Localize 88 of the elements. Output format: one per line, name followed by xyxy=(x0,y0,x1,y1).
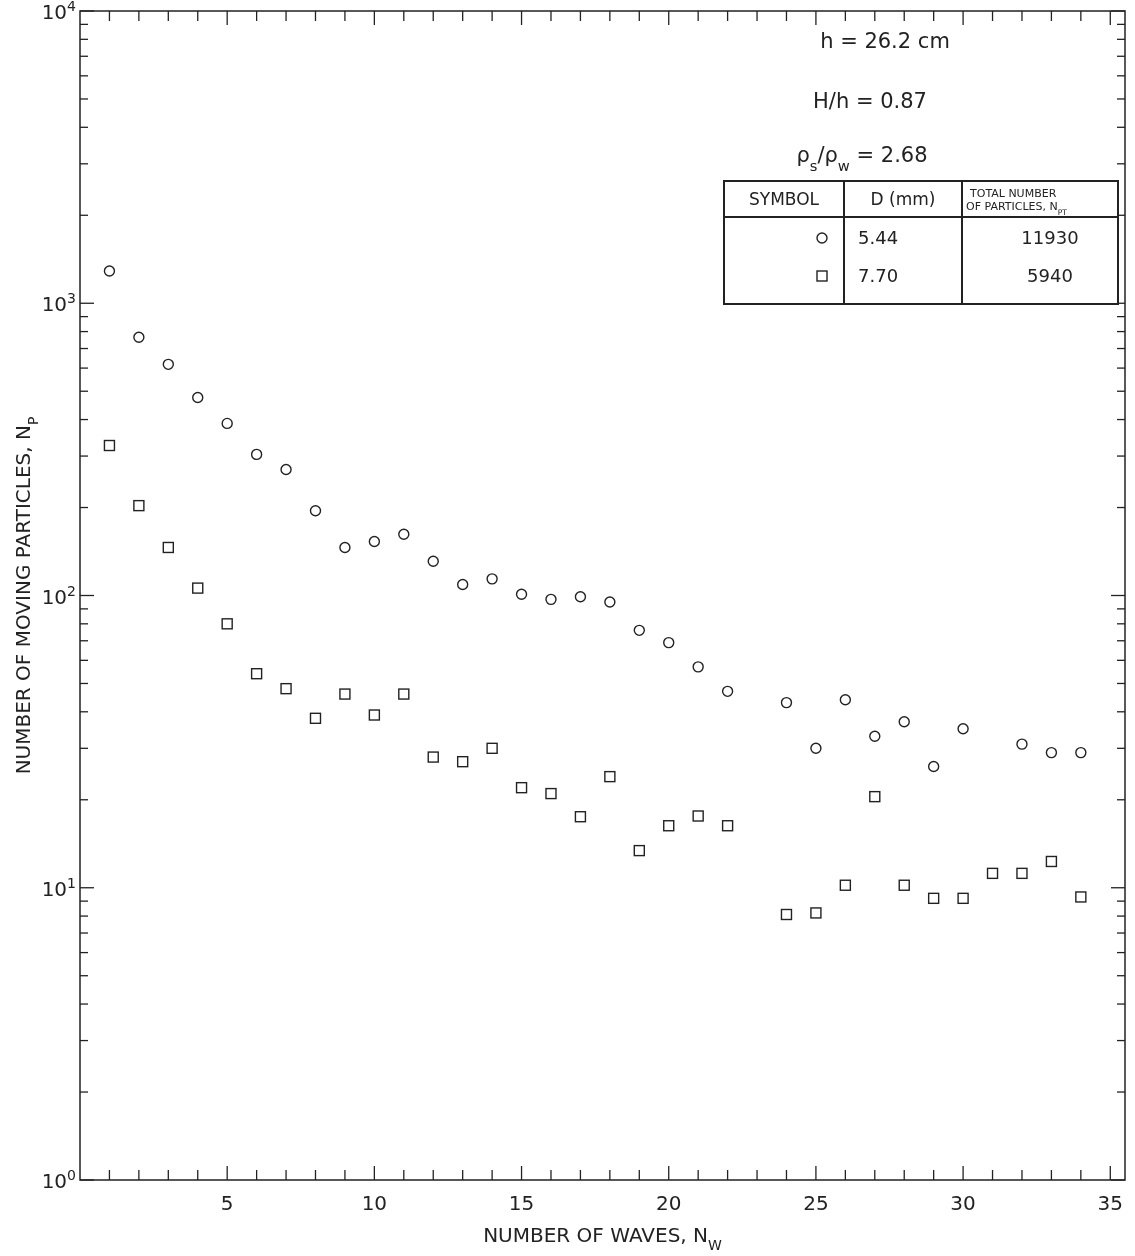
x-tick-label: 30 xyxy=(950,1191,976,1215)
point xyxy=(692,661,704,673)
point xyxy=(604,596,616,608)
point xyxy=(1016,738,1028,750)
point xyxy=(663,636,675,649)
annotation: TOTAL NUMBER OF PARTICLES, N$_{PT}$ xyxy=(966,187,1068,217)
point xyxy=(280,682,292,695)
point xyxy=(515,781,528,794)
point xyxy=(309,505,322,517)
point xyxy=(280,463,292,476)
annotation: h = 26.2 cm xyxy=(820,29,950,53)
point xyxy=(898,715,910,728)
point xyxy=(368,535,381,548)
point xyxy=(250,448,263,461)
point xyxy=(162,358,175,371)
annotation: ρ$_{s}$/ρ$_{w}$ = 2.68 xyxy=(796,143,928,174)
point xyxy=(103,265,116,277)
point xyxy=(721,820,734,832)
x-axis-title: NUMBER OF WAVES, N$_{W}$ xyxy=(483,1223,722,1253)
point xyxy=(427,751,439,763)
point xyxy=(692,810,704,822)
point xyxy=(1075,891,1087,903)
point xyxy=(456,578,469,591)
point xyxy=(339,688,351,700)
point xyxy=(633,624,645,637)
point xyxy=(250,668,263,680)
point xyxy=(869,730,881,742)
point xyxy=(133,331,145,343)
point xyxy=(810,742,822,755)
point xyxy=(780,908,793,921)
point xyxy=(839,879,852,891)
x-tick-label: 20 xyxy=(656,1191,682,1215)
point xyxy=(927,892,940,905)
x-tick-label: 25 xyxy=(803,1191,829,1215)
y-tick-label: 10$^{1}$ xyxy=(41,874,76,901)
legend-label: 5.44 xyxy=(858,227,899,248)
point xyxy=(633,844,645,857)
point xyxy=(604,770,616,783)
point xyxy=(515,588,528,600)
point xyxy=(721,685,734,698)
point xyxy=(192,582,204,594)
point xyxy=(957,892,969,905)
y-tick-label: 10$^{4}$ xyxy=(41,0,77,24)
y-tick-label: 10$^{2}$ xyxy=(41,582,76,609)
point xyxy=(927,760,940,773)
point xyxy=(398,528,410,540)
point xyxy=(427,555,439,567)
point xyxy=(1075,746,1087,759)
point xyxy=(1045,746,1058,759)
annotation: H/h = 0.87 xyxy=(813,89,927,113)
point xyxy=(780,696,793,709)
point xyxy=(810,907,822,919)
annotation: 5940 xyxy=(1027,265,1073,286)
point xyxy=(133,499,145,512)
y-tick-label: 10$^{0}$ xyxy=(41,1167,76,1193)
legend-title: SYMBOL xyxy=(748,189,820,209)
annotation: D (mm) xyxy=(870,189,936,209)
annotation: 11930 xyxy=(1021,227,1079,248)
point xyxy=(898,879,910,891)
point xyxy=(839,694,852,706)
y-tick-label: 10$^{3}$ xyxy=(41,290,76,317)
point xyxy=(574,811,587,823)
point xyxy=(192,391,204,404)
point xyxy=(986,867,999,880)
point xyxy=(221,417,233,430)
point xyxy=(1016,867,1028,880)
point xyxy=(957,723,969,735)
point xyxy=(456,755,469,768)
point xyxy=(162,541,175,554)
x-tick-label: 15 xyxy=(508,1191,535,1215)
point xyxy=(486,573,498,585)
legend-label: 7.70 xyxy=(858,265,899,286)
x-tick-label: 5 xyxy=(220,1191,234,1215)
point xyxy=(486,742,498,755)
point xyxy=(663,820,675,832)
point xyxy=(574,591,587,603)
point xyxy=(869,790,881,803)
point xyxy=(103,439,116,452)
point xyxy=(398,688,410,700)
point xyxy=(221,618,233,630)
point xyxy=(339,541,351,554)
point xyxy=(368,709,381,721)
point xyxy=(545,787,557,800)
x-tick-label: 35 xyxy=(1097,1191,1124,1215)
x-tick-label: 10 xyxy=(361,1191,388,1215)
point xyxy=(545,593,557,606)
point xyxy=(309,712,322,725)
point xyxy=(1045,855,1058,868)
